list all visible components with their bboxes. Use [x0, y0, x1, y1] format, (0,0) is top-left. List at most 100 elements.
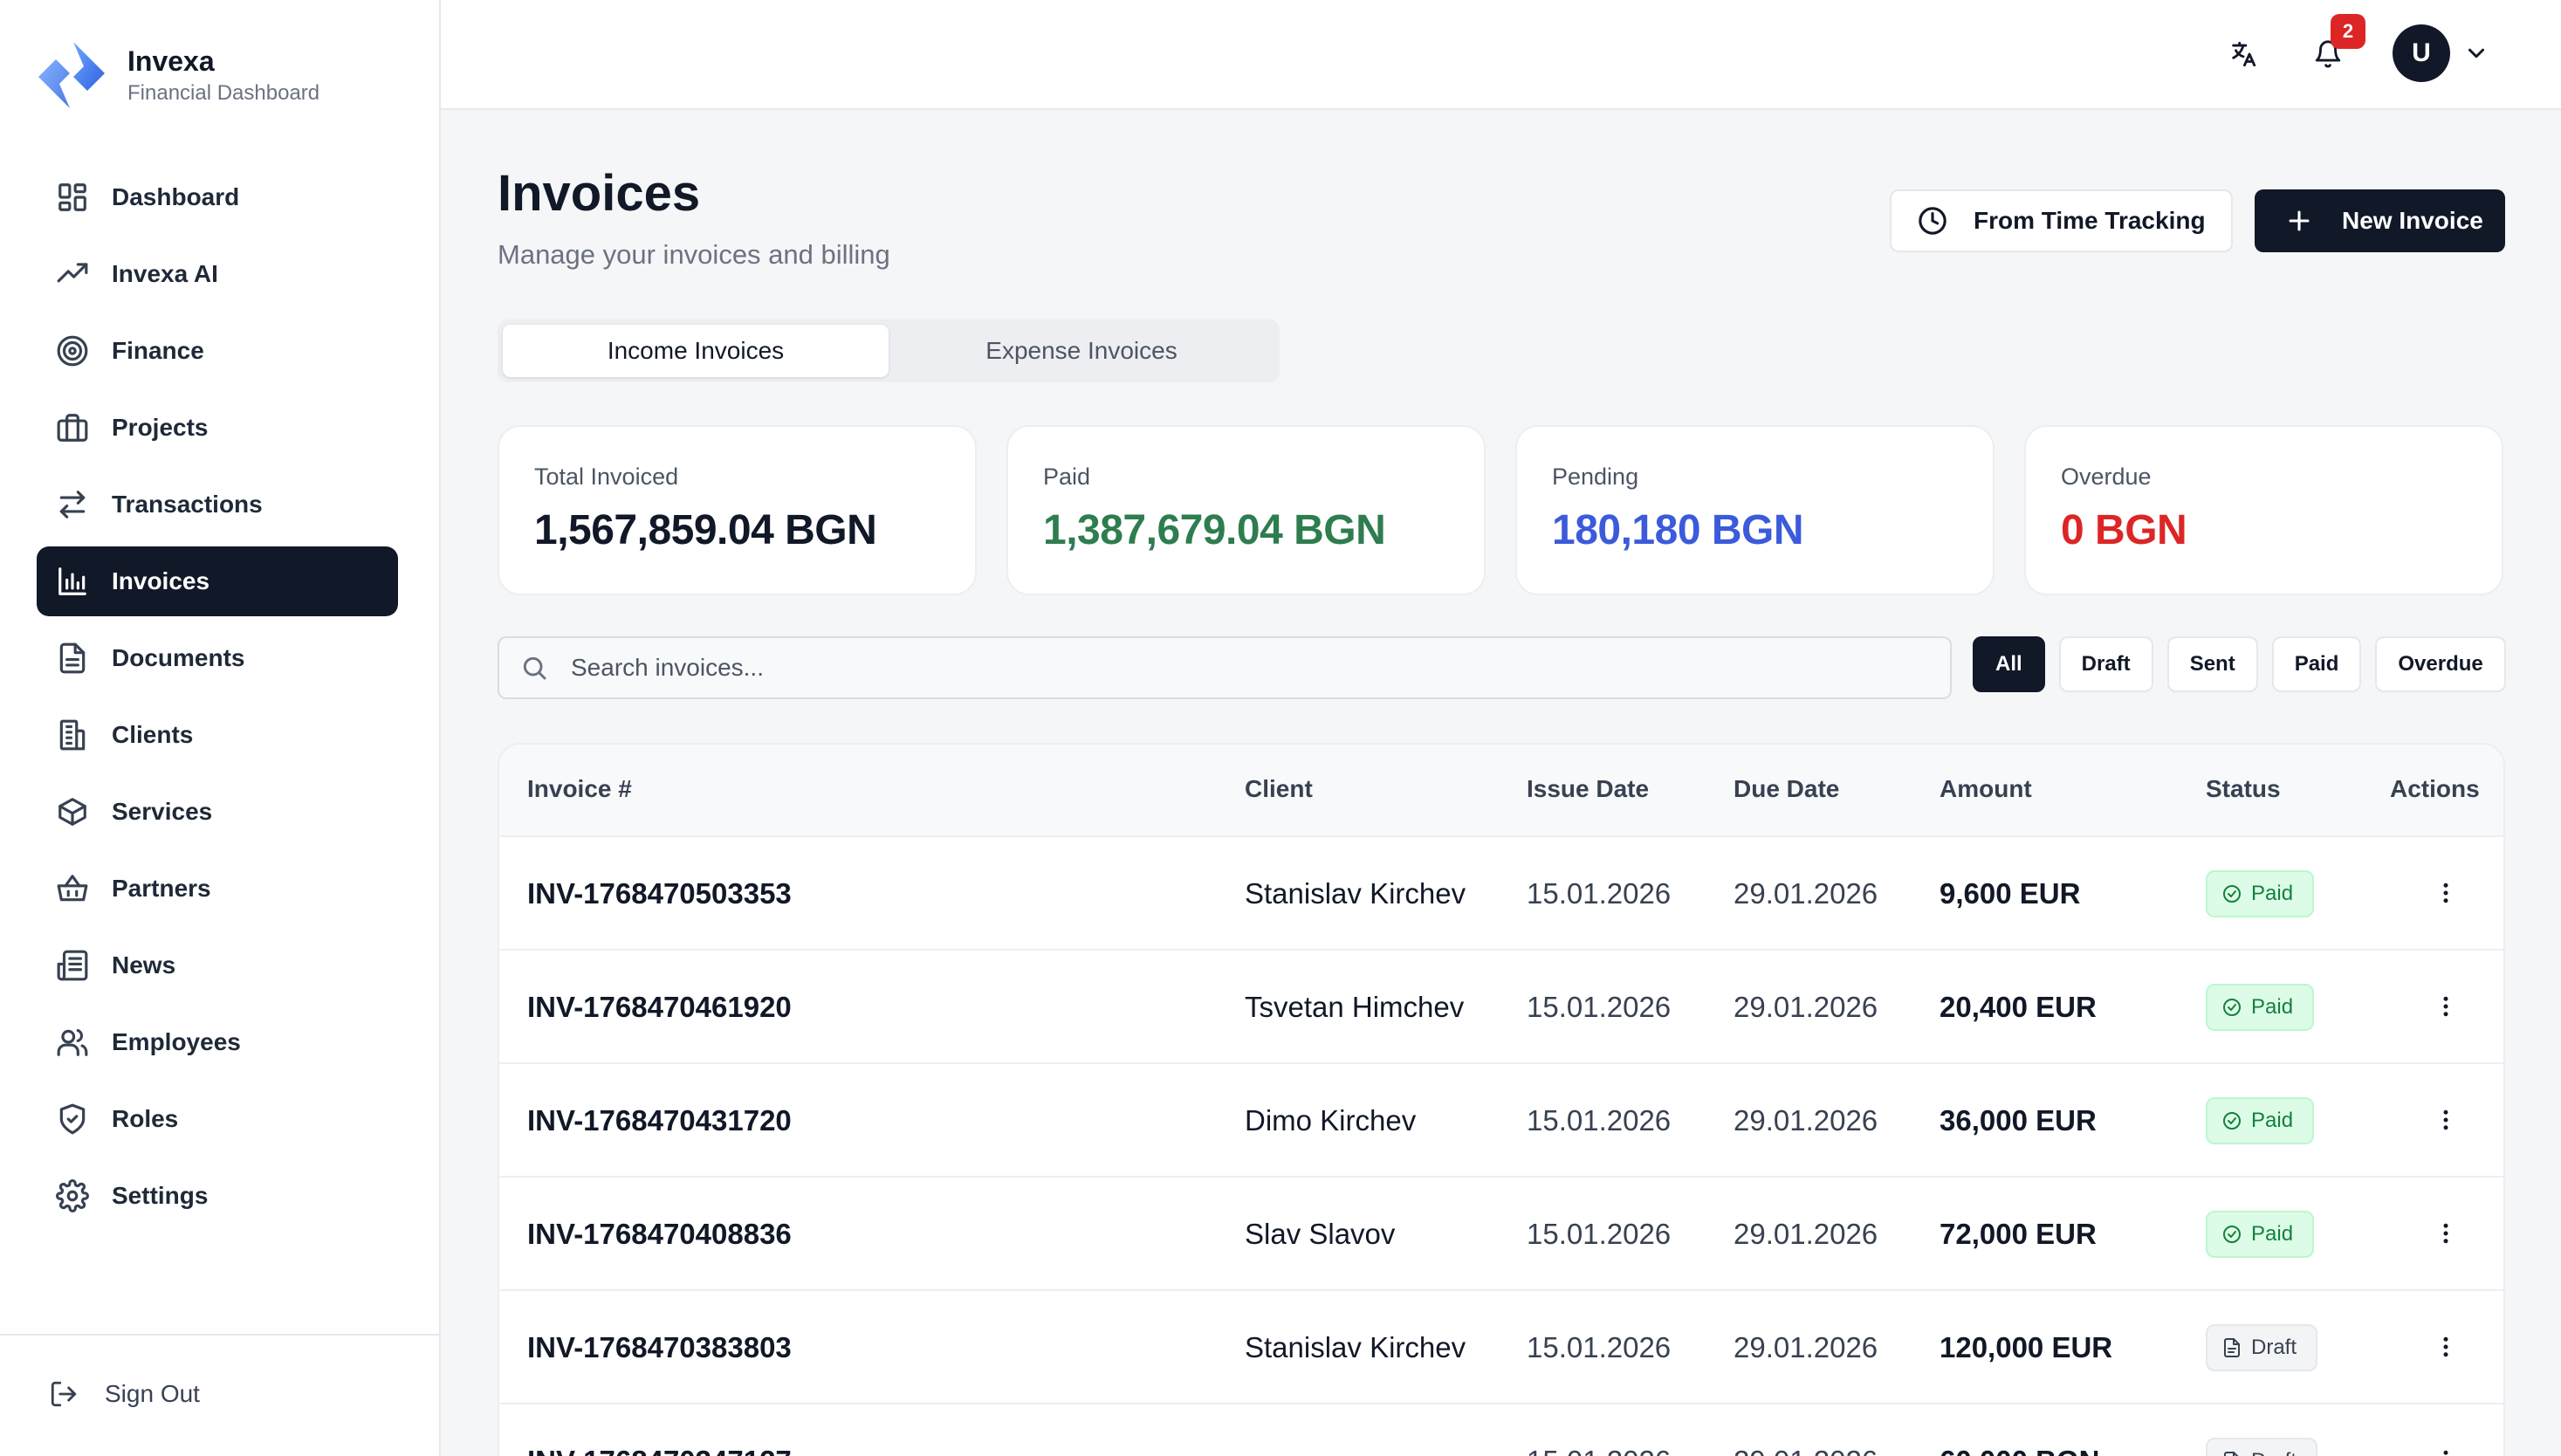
- due-date: 29.01.2026: [1734, 1104, 1878, 1137]
- trending-up-icon: [57, 263, 88, 283]
- sidebar-item-finance[interactable]: Finance: [37, 316, 398, 386]
- column-header-issue-date[interactable]: Issue Date: [1527, 775, 1650, 802]
- stat-card-total-invoiced: Total Invoiced 1,567,859.04 BGN: [498, 425, 977, 595]
- column-header-due-date[interactable]: Due Date: [1734, 775, 1840, 802]
- sidebar-item-label: Employees: [112, 1028, 241, 1055]
- check-circle-icon: [2223, 885, 2241, 903]
- status-label: Paid: [2251, 882, 2294, 905]
- sidebar-item-services[interactable]: Services: [37, 777, 398, 847]
- stat-value: 1,387,679.04 BGN: [1043, 507, 1386, 553]
- search-input[interactable]: [571, 654, 1880, 682]
- sidebar-item-partners[interactable]: Partners: [37, 854, 398, 924]
- filter-paid[interactable]: Paid: [2271, 636, 2362, 692]
- sidebar-item-label: Settings: [112, 1182, 209, 1209]
- brand[interactable]: Invexa Financial Dashboard: [35, 38, 319, 112]
- table-row[interactable]: INV-1768470383803 Stanislav Kirchev 15.01.…: [499, 1291, 2503, 1404]
- invoice-number[interactable]: INV-1768470347127: [527, 1445, 792, 1456]
- sidebar-item-news[interactable]: News: [37, 931, 398, 1000]
- due-date: 29.01.2026: [1734, 1218, 1878, 1250]
- column-header-amount[interactable]: Amount: [1940, 775, 2032, 802]
- table-body: INV-1768470503353 Stanislav Kirchev 15.01.…: [499, 837, 2503, 1456]
- table-row[interactable]: INV-1768470431720 Dimo Kirchev 15.01.2026 2…: [499, 1064, 2503, 1178]
- page-subtitle: Manage your invoices and billing: [498, 239, 890, 270]
- amount: 36,000 EUR: [1940, 1104, 2097, 1137]
- tab-income-invoices[interactable]: Income Invoices: [503, 325, 889, 377]
- bar-chart-icon: [58, 567, 86, 595]
- sidebar-item-dashboard[interactable]: Dashboard: [37, 162, 398, 232]
- amount: 20,400 EUR: [1940, 991, 2097, 1023]
- from-time-tracking-button[interactable]: From Time Tracking: [1890, 189, 2233, 252]
- row-actions-button[interactable]: [2428, 1216, 2463, 1251]
- sidebar-item-transactions[interactable]: Transactions: [37, 470, 398, 539]
- sidebar-item-label: Projects: [112, 414, 209, 441]
- sidebar-item-employees[interactable]: Employees: [37, 1007, 398, 1077]
- sidebar-item-label: Transactions: [112, 491, 263, 518]
- table-row[interactable]: INV-1768470503353 Stanislav Kirchev 15.01.…: [499, 837, 2503, 951]
- filter-sent[interactable]: Sent: [2166, 636, 2258, 692]
- filter-all[interactable]: All: [1973, 636, 2045, 692]
- client-name: Dimo Kirchev: [1245, 1104, 1417, 1137]
- table-row[interactable]: INV-1768470461920 Tsvetan Himchev 15.01.20…: [499, 951, 2503, 1064]
- status-badge: Paid: [2206, 1211, 2315, 1258]
- invoice-number[interactable]: INV-1768470461920: [527, 991, 792, 1023]
- filter-draft[interactable]: Draft: [2058, 636, 2153, 692]
- sidebar-item-roles[interactable]: Roles: [37, 1084, 398, 1154]
- invoice-number[interactable]: INV-1768470408836: [527, 1218, 792, 1250]
- status-badge: Paid: [2206, 870, 2315, 917]
- amount: 120,000 EUR: [1940, 1331, 2113, 1363]
- stat-card-pending: Pending 180,180 BGN: [1515, 425, 1995, 595]
- sidebar-item-label: News: [112, 951, 176, 979]
- new-invoice-button[interactable]: New Invoice: [2255, 189, 2505, 252]
- column-header-status[interactable]: Status: [2206, 775, 2281, 802]
- sidebar-item-settings[interactable]: Settings: [37, 1161, 398, 1231]
- tab-expense-invoices[interactable]: Expense Invoices: [985, 337, 1178, 364]
- invexa-logo-icon: [38, 42, 105, 108]
- issue-date: 15.01.2026: [1527, 1218, 1672, 1250]
- row-actions-button[interactable]: [2428, 1329, 2463, 1364]
- more-vertical-icon: [2443, 1109, 2448, 1130]
- table-row[interactable]: INV-1768470347127 15.01.2026 29.01.2026 60,…: [499, 1404, 2503, 1456]
- sidebar-item-documents[interactable]: Documents: [37, 623, 398, 693]
- due-date: 29.01.2026: [1734, 877, 1878, 910]
- status-badge: Paid: [2206, 984, 2315, 1031]
- check-circle-icon: [2223, 1112, 2241, 1130]
- filter-overdue[interactable]: Overdue: [2375, 636, 2506, 692]
- page-title: Invoices: [498, 165, 701, 222]
- sidebar-item-projects[interactable]: Projects: [37, 393, 398, 463]
- row-actions-button[interactable]: [2428, 876, 2463, 910]
- status-label: Paid: [2251, 995, 2294, 1019]
- invoice-number[interactable]: INV-1768470503353: [527, 877, 792, 910]
- column-header-invoice[interactable]: Invoice #: [527, 775, 632, 802]
- status-filters: All Draft Sent Paid Overdue: [1973, 636, 2506, 692]
- brand-subtitle: Financial Dashboard: [127, 81, 320, 106]
- avatar[interactable]: U: [2393, 24, 2450, 82]
- sidebar-item-clients[interactable]: Clients: [37, 700, 398, 770]
- sign-out-button[interactable]: Sign Out: [49, 1379, 200, 1409]
- row-actions-button[interactable]: [2428, 1102, 2463, 1137]
- invoice-number[interactable]: INV-1768470431720: [527, 1104, 792, 1137]
- column-header-actions: Actions: [2390, 775, 2480, 802]
- notifications-button[interactable]: [2309, 35, 2347, 73]
- issue-date: 15.01.2026: [1527, 877, 1672, 910]
- new-invoice-label: New Invoice: [2342, 207, 2483, 234]
- bell-icon: [2315, 40, 2341, 68]
- stat-label: Overdue: [2061, 464, 2152, 490]
- user-menu-toggle[interactable]: [2463, 40, 2489, 66]
- sidebar-item-label: Roles: [112, 1105, 179, 1132]
- table-row[interactable]: INV-1768470408836 Slav Slavov 15.01.2026 29…: [499, 1178, 2503, 1291]
- stat-card-paid: Paid 1,387,679.04 BGN: [1006, 425, 1486, 595]
- invoice-number[interactable]: INV-1768470383803: [527, 1331, 792, 1363]
- issue-date: 15.01.2026: [1527, 1331, 1672, 1363]
- newspaper-icon: [57, 950, 88, 981]
- stat-value: 0 BGN: [2061, 507, 2187, 553]
- invoices-table: Invoice # Client Issue Date Due Date Amo…: [498, 743, 2505, 1456]
- row-actions-button[interactable]: [2428, 989, 2463, 1024]
- stat-value: 180,180 BGN: [1552, 507, 1804, 553]
- column-header-client[interactable]: Client: [1245, 775, 1313, 802]
- from-time-tracking-label: From Time Tracking: [1974, 207, 2206, 234]
- row-actions-button[interactable]: [2428, 1443, 2463, 1456]
- language-button[interactable]: [2224, 35, 2262, 73]
- sidebar-item-invexa-ai[interactable]: Invexa AI: [37, 239, 398, 309]
- sidebar-item-invoices[interactable]: Invoices: [37, 546, 398, 616]
- notification-count-badge: 2: [2331, 14, 2365, 49]
